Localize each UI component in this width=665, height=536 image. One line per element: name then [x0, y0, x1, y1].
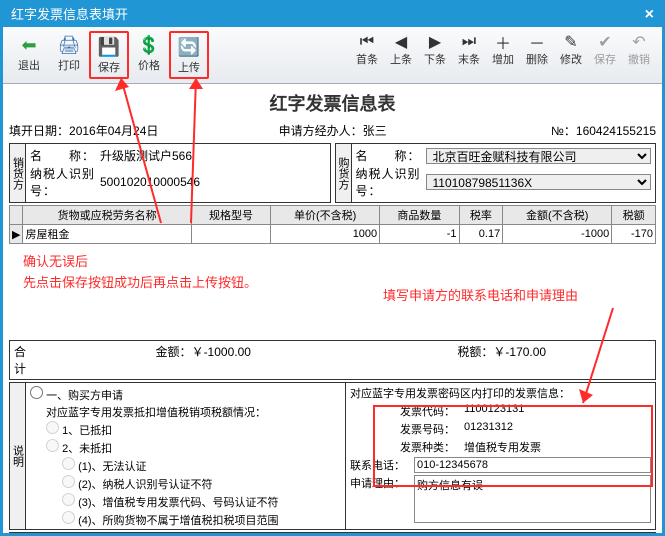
- 价格-icon: 💲: [137, 33, 161, 57]
- bottom-bar: 普通征税: [9, 532, 656, 536]
- 保存-icon: ✔: [598, 33, 611, 51]
- titlebar: 红字发票信息表填开 ×: [3, 3, 662, 27]
- buyer-tax-select[interactable]: 11010879851136X: [426, 174, 652, 190]
- sum-tax: ￥-170.00: [493, 345, 546, 359]
- 增加-button[interactable]: ＋增加: [486, 31, 520, 69]
- seller-tax: 500102010000546: [100, 175, 326, 189]
- 打印-icon: 🖨: [57, 33, 81, 57]
- window-title: 红字发票信息表填开: [11, 3, 128, 27]
- 上传-icon: 🔄: [177, 35, 201, 59]
- 保存-button[interactable]: 💾保存: [89, 31, 129, 79]
- toolbar: ⬅退出🖨打印💾保存💲价格🔄上传 ⏮首条◀上条▶下条⏭末条＋增加－删除✎修改✔保存…: [3, 27, 662, 84]
- meta-row: 填开日期：2016年04月24日 申请方经办人：张三 №：16042415521…: [9, 122, 656, 139]
- 修改-button[interactable]: ✎修改: [554, 31, 588, 69]
- invoice-code: 1100123131: [464, 403, 524, 419]
- doc-title: 红字发票信息表: [9, 90, 656, 116]
- 保存-icon: 💾: [97, 35, 121, 59]
- seller-name: 升级版测试户566: [100, 147, 326, 164]
- reason-textarea[interactable]: [414, 475, 651, 523]
- 退出-button[interactable]: ⬅退出: [9, 31, 49, 79]
- 保存-button: ✔保存: [588, 31, 622, 69]
- phone-input[interactable]: [414, 457, 651, 473]
- 撤销-icon: ↶: [632, 33, 645, 51]
- close-icon[interactable]: ×: [645, 3, 654, 27]
- 修改-icon: ✎: [564, 33, 577, 51]
- applicant: 张三: [363, 124, 387, 138]
- 首条-icon: ⏮: [360, 33, 374, 51]
- 撤销-button: ↶撤销: [622, 31, 656, 69]
- invoice-type: 增值税专用发票: [464, 439, 541, 455]
- radio-buyer-apply[interactable]: [30, 386, 43, 399]
- 删除-button[interactable]: －删除: [520, 31, 554, 69]
- tax-mode: 普通征税: [106, 533, 163, 536]
- 增加-icon: ＋: [495, 33, 511, 51]
- 上传-button[interactable]: 🔄上传: [169, 31, 209, 79]
- 退出-icon: ⬅: [17, 33, 41, 57]
- 打印-button[interactable]: 🖨打印: [49, 31, 89, 79]
- fill-date: 2016年04月24日: [69, 124, 158, 138]
- invoice-num: 01231312: [464, 421, 513, 437]
- buyer-box: 购货方 名 称：北京百旺金赋科技有限公司 纳税人识别号：110108798511…: [335, 143, 657, 203]
- sum-amount: ￥-1000.00: [192, 345, 251, 359]
- table-row[interactable]: ▶ 房屋租金 1000 -1 0.17 -1000 -170: [10, 225, 656, 244]
- explain-box: 说明 一、购买方申请 对应蓝字专用发票抵扣增值税销项税额情况： 1、已抵扣 2、…: [9, 382, 656, 530]
- 删除-icon: －: [529, 33, 545, 51]
- sum-row: 合 计 金额：￥-1000.00 税额：￥-170.00: [9, 340, 656, 380]
- 末条-icon: ⏭: [462, 33, 476, 51]
- items-grid: 货物或应税劳务名称 规格型号 单价(不含税) 商品数量 税率 金额(不含税) 税…: [9, 205, 656, 244]
- 上条-icon: ◀: [395, 33, 407, 51]
- doc-no: 160424155215: [576, 124, 656, 138]
- 首条-button[interactable]: ⏮首条: [350, 31, 384, 69]
- seller-box: 销货方 名 称：升级版测试户566 纳税人识别号：500102010000546: [9, 143, 331, 203]
- radio-not-deducted: [46, 439, 59, 452]
- 下条-icon: ▶: [429, 33, 441, 51]
- 下条-button[interactable]: ▶下条: [418, 31, 452, 69]
- buyer-name-select[interactable]: 北京百旺金赋科技有限公司: [426, 148, 652, 164]
- radio-deducted: [46, 421, 59, 434]
- 上条-button[interactable]: ◀上条: [384, 31, 418, 69]
- 末条-button[interactable]: ⏭末条: [452, 31, 486, 69]
- 价格-button[interactable]: 💲价格: [129, 31, 169, 79]
- annotation-phone-reason: 填写申请方的联系电话和申请理由: [383, 285, 578, 304]
